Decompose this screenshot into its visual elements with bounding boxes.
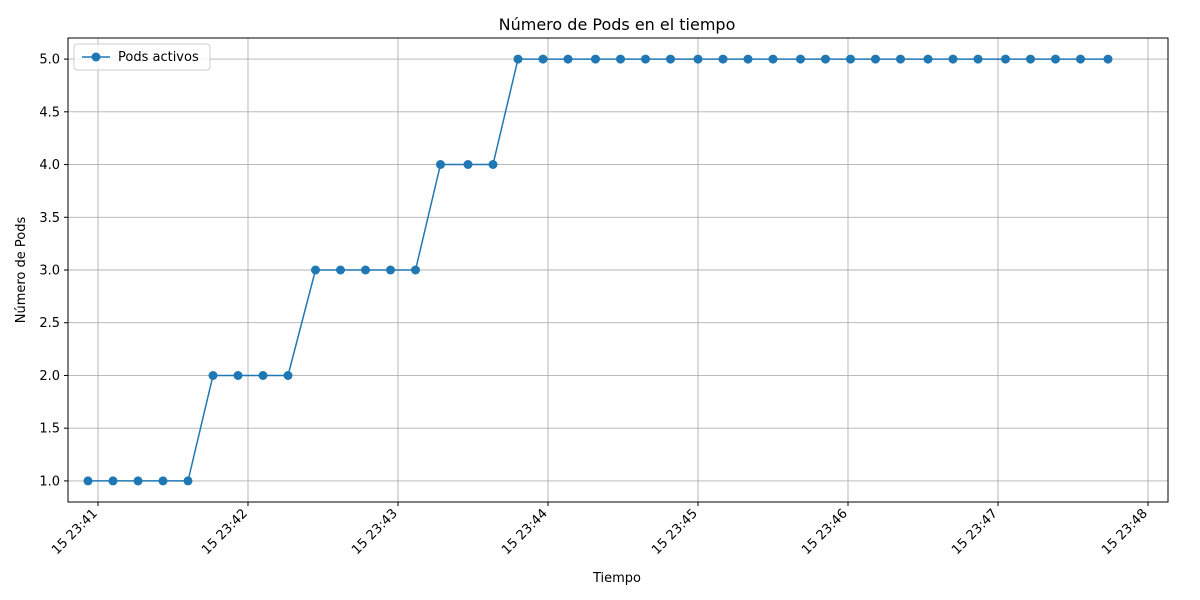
y-tick-label: 3.0 <box>39 264 60 279</box>
data-point <box>283 371 293 380</box>
x-tick-label: 15 23:41 <box>49 506 101 558</box>
x-tick-label: 15 23:44 <box>499 506 551 558</box>
series-pods-activos <box>83 54 1113 486</box>
data-point <box>463 160 473 169</box>
data-point <box>336 265 345 275</box>
data-point <box>158 476 168 486</box>
y-tick-label: 5.0 <box>39 53 60 68</box>
legend-label: Pods activos <box>118 50 199 65</box>
y-tick-label: 2.5 <box>39 316 60 331</box>
data-point <box>641 54 650 64</box>
data-point <box>693 54 703 64</box>
data-point <box>1026 54 1035 64</box>
data-point <box>743 54 753 64</box>
data-point <box>258 371 268 380</box>
legend: Pods activos <box>73 43 211 71</box>
plot-frame <box>67 37 1169 503</box>
x-tick-label: 15 23:45 <box>649 506 701 558</box>
data-point <box>133 476 143 486</box>
data-point <box>666 54 675 64</box>
x-tick-label: 15 23:43 <box>349 506 401 558</box>
data-point <box>436 160 445 169</box>
data-point <box>183 476 193 486</box>
x-tick-label: 15 23:47 <box>949 506 1001 558</box>
x-tick-label: 15 23:42 <box>199 506 251 558</box>
data-point <box>1103 54 1113 64</box>
data-point <box>616 54 625 64</box>
y-tick-label: 2.0 <box>39 369 60 384</box>
data-point <box>796 54 805 64</box>
data-point <box>538 54 548 64</box>
data-point <box>411 265 420 275</box>
data-point <box>1051 54 1060 64</box>
x-tick-label: 15 23:48 <box>1099 506 1151 558</box>
data-point <box>513 54 523 64</box>
data-point <box>923 54 933 64</box>
data-point <box>311 265 320 275</box>
y-tick-label: 4.5 <box>39 105 60 120</box>
data-point <box>973 54 983 64</box>
data-point <box>563 54 573 64</box>
data-point <box>821 54 830 64</box>
y-tick-label: 1.5 <box>39 422 60 437</box>
data-point <box>108 476 118 486</box>
grid <box>68 38 1168 502</box>
data-point <box>361 265 370 275</box>
y-axis-label: Número de Pods <box>14 217 29 324</box>
data-point <box>591 54 600 64</box>
y-tick-label: 3.5 <box>39 211 60 226</box>
data-point <box>208 371 218 380</box>
y-tick-label: 4.0 <box>39 158 60 173</box>
data-point <box>948 54 958 64</box>
data-point <box>83 476 93 486</box>
x-axis-ticks: 15 23:41 15 23:42 15 23:43 15 23:44 15 23:45… <box>49 502 1151 558</box>
data-point <box>871 54 880 64</box>
chart-title: Número de Pods en el tiempo <box>499 15 736 34</box>
data-point <box>846 54 855 64</box>
y-axis-ticks: 1.0 1.5 2.0 2.5 3.0 3.5 4.0 4.5 5.0 <box>39 53 68 489</box>
data-point <box>1076 54 1085 64</box>
data-point <box>386 265 395 275</box>
data-point <box>896 54 905 64</box>
x-tick-label: 15 23:46 <box>799 506 851 558</box>
legend-marker <box>91 52 101 62</box>
legend-box <box>73 43 211 71</box>
y-tick-label: 1.0 <box>39 474 60 489</box>
data-point <box>768 54 778 64</box>
x-axis-label: Tiempo <box>592 571 641 586</box>
data-point <box>718 54 728 64</box>
data-point <box>233 371 243 380</box>
data-point <box>488 160 498 169</box>
data-point <box>1001 54 1010 64</box>
